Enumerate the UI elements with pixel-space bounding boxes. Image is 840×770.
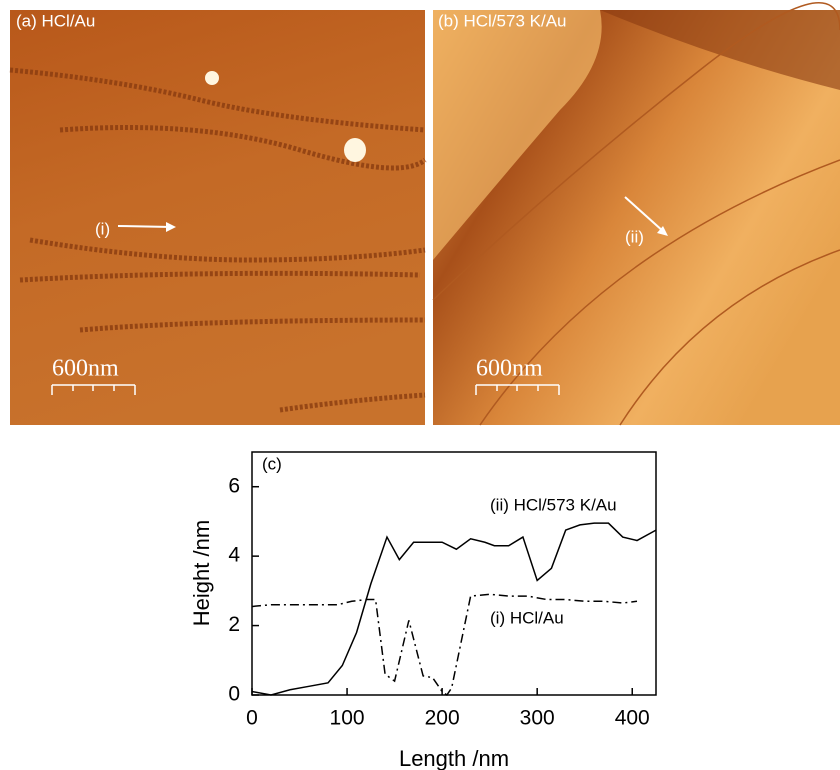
x-axis-label: Length /nm — [399, 746, 509, 770]
particle — [344, 138, 366, 162]
panel-a: (a) HCl/Au (i) 600nm — [10, 10, 425, 425]
x-tick-label: 200 — [425, 707, 460, 730]
panel-b: (b) HCl/573 K/Au (ii) 600nm — [433, 3, 840, 425]
x-tick-label: 0 — [246, 707, 258, 730]
y-tick-label: 4 — [228, 544, 240, 567]
x-tick-label: 300 — [520, 707, 555, 730]
x-tick-label: 100 — [330, 707, 365, 730]
panel-label: (a) HCl/Au — [16, 11, 95, 30]
series-label: (i) HCl/Au — [490, 608, 564, 627]
panel-label: (b) HCl/573 K/Au — [438, 11, 567, 30]
scale-label: 600nm — [476, 356, 543, 382]
x-tick-label: 400 — [615, 707, 650, 730]
panel-label: (c) — [262, 454, 282, 473]
data-line — [252, 594, 637, 695]
plot-frame — [252, 452, 656, 695]
y-tick-label: 6 — [228, 474, 240, 497]
chart: (c) Length /nm Height /nm (ii) HCl/573 K… — [189, 452, 656, 770]
y-tick-label: 0 — [228, 683, 240, 706]
marker-label: (i) — [95, 219, 110, 238]
arrow — [118, 226, 172, 227]
particle — [205, 71, 219, 85]
scale-label: 600nm — [52, 356, 119, 382]
data-line — [252, 523, 656, 695]
figure: (a) HCl/Au (i) 600nm (b) HCl/573 K/Au (i… — [0, 0, 840, 770]
marker-label: (ii) — [625, 227, 644, 246]
y-tick-label: 2 — [228, 613, 240, 636]
series-label: (ii) HCl/573 K/Au — [490, 495, 617, 514]
y-axis-label: Height /nm — [189, 520, 214, 626]
